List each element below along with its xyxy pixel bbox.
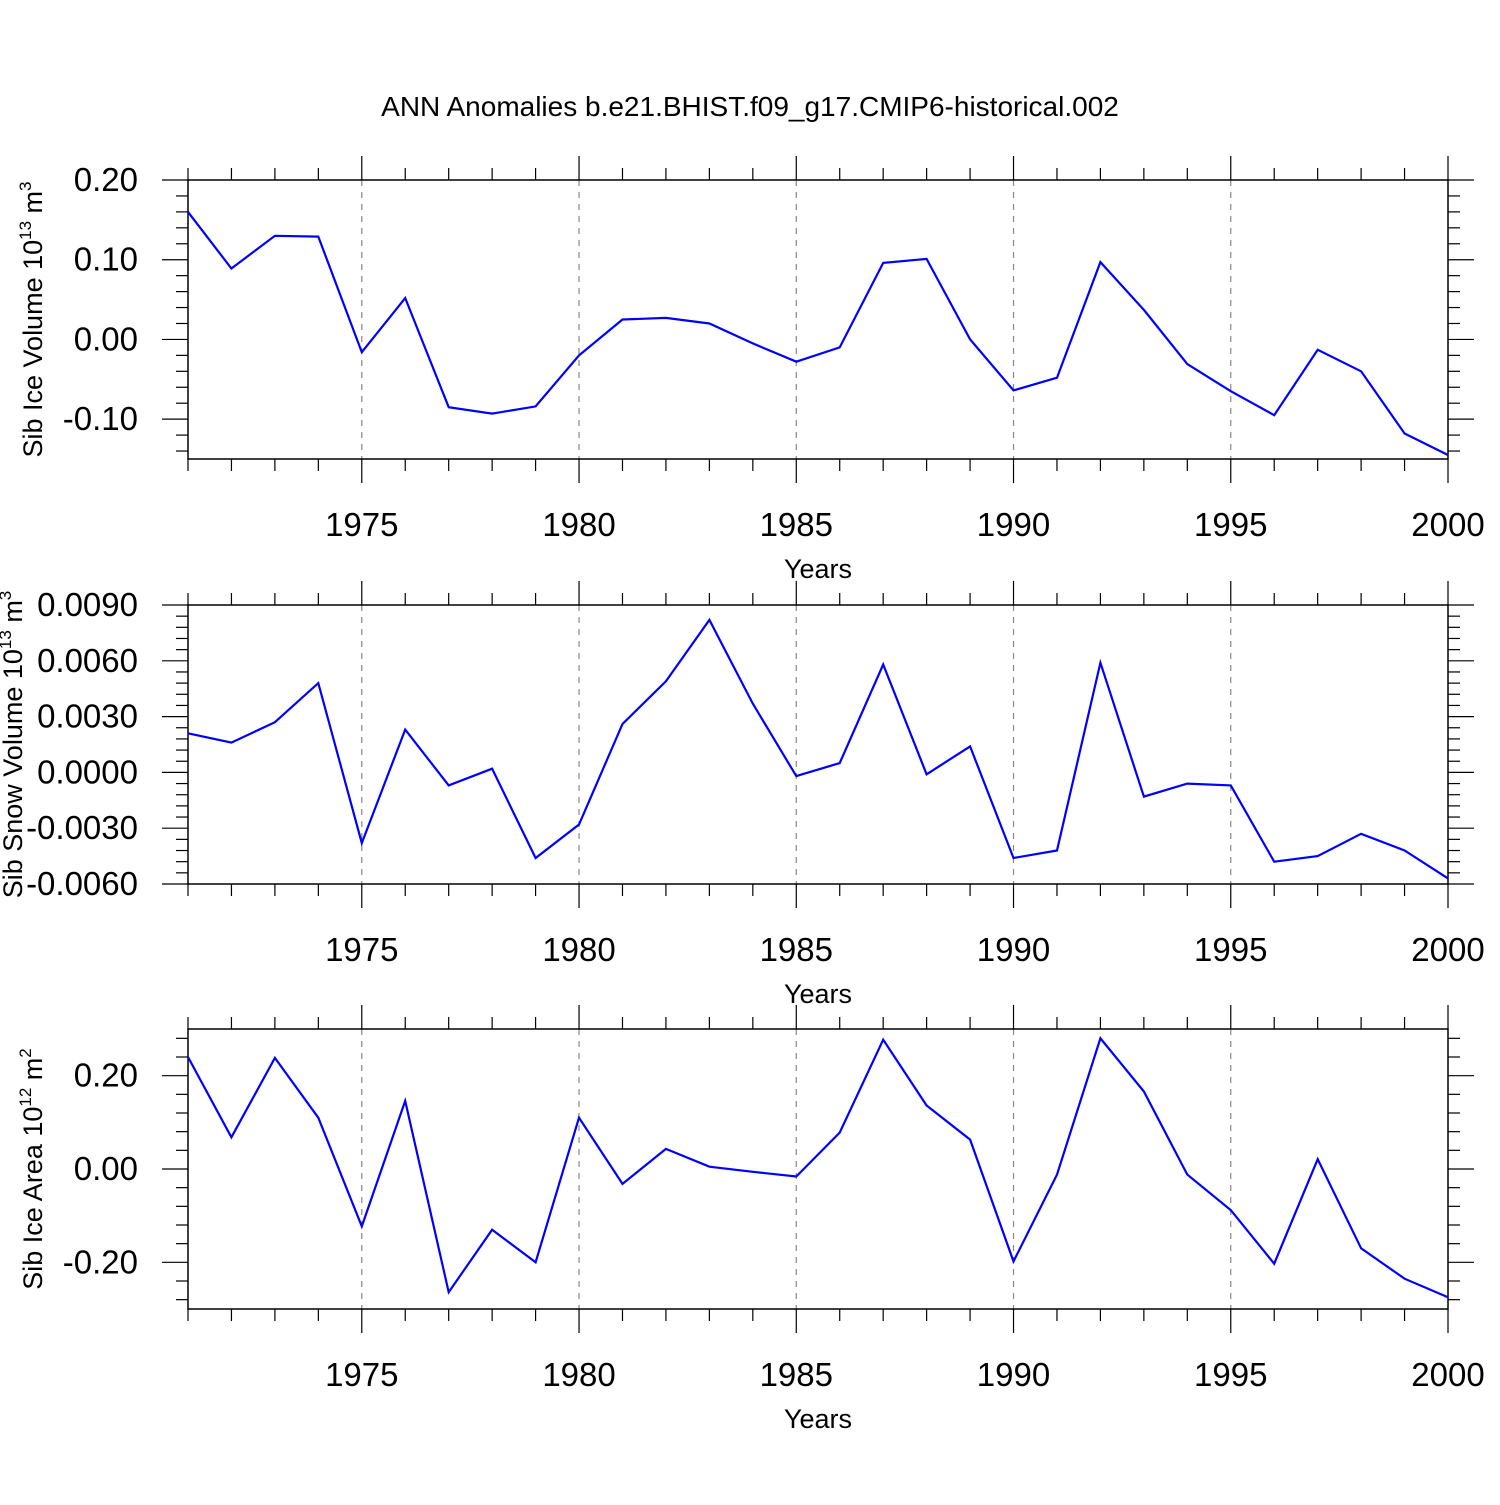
x-tick-label: 2000 [1411,1356,1484,1393]
y-tick-label: 0.0090 [37,586,138,623]
panel-1: -0.10 0.00 0.10 0.20 1975 1980 1985 1990 1995 200… [16,156,1485,584]
x-tick-label: 1980 [542,506,615,543]
x-tick-label: 1975 [325,931,398,968]
x-tick-label: 1995 [1194,931,1267,968]
chart-title: ANN Anomalies b.e21.BHIST.f09_g17.CMIP6-… [381,91,1119,122]
plot-frame [187,179,1449,460]
x-tick-label: 1990 [977,931,1050,968]
series-line-1 [187,211,1449,456]
x-tick-label: 2000 [1411,931,1484,968]
series-line-1 [187,1036,1449,1299]
x-axis-title: Years [784,554,852,584]
x-tick-label: 1980 [542,931,615,968]
y-tick-label: -0.20 [63,1243,138,1280]
y-tick-label: -0.0030 [26,809,138,846]
x-tick-label: 1990 [977,1356,1050,1393]
x-axis-title: Years [784,1404,852,1434]
y-tick-label: 0.0060 [37,642,138,679]
y-axis-title: Sib Ice Volume 1013 m3 [16,181,48,457]
y-tick-label: 0.0000 [37,753,138,790]
plot-frame [187,604,1449,885]
y-tick-label: 0.00 [74,1150,138,1187]
y-tick-label: 0.20 [74,1057,138,1094]
x-tick-label: 2000 [1411,506,1484,543]
x-tick-label: 1985 [760,506,833,543]
x-tick-label: 1990 [977,506,1050,543]
y-tick-label: -0.0060 [26,865,138,902]
y-tick-label: 0.00 [74,320,138,357]
series-line-1 [187,617,1449,880]
y-axis-title: Sib Ice Area 1012 m2 [16,1048,48,1290]
panel-2: -0.0060 -0.0030 0.0000 0.0030 0.0060 0.0090 19… [0,581,1485,1009]
y-tick-label: 0.20 [74,161,138,198]
y-tick-label: 0.10 [74,241,138,278]
plot-frame [187,1028,1449,1310]
y-tick-label: 0.0030 [37,698,138,735]
x-tick-label: 1985 [760,931,833,968]
x-tick-label: 1975 [325,1356,398,1393]
x-tick-label: 1995 [1194,1356,1267,1393]
x-axis-title: Years [784,979,852,1009]
y-tick-label: -0.10 [63,400,138,437]
x-tick-label: 1985 [760,1356,833,1393]
x-tick-label: 1980 [542,1356,615,1393]
y-axis-title: Sib Snow Volume 1013 m3 [0,591,28,899]
x-tick-label: 1995 [1194,506,1267,543]
x-tick-label: 1975 [325,506,398,543]
panel-3: -0.20 0.00 0.20 1975 1980 1985 1990 1995 2000 Yea… [16,1005,1485,1434]
